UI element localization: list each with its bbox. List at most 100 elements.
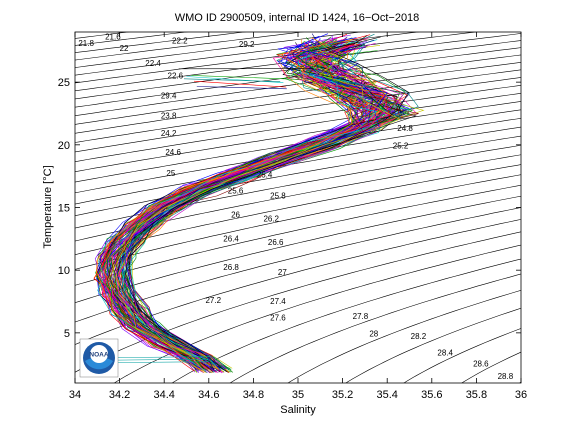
- density-contour-label: 25.2: [393, 142, 409, 151]
- ts-profile-line: [108, 50, 401, 373]
- ts-profile-line: [193, 80, 287, 88]
- density-contour-label: 27.2: [205, 296, 221, 305]
- density-contour-label: 28.4: [437, 348, 453, 357]
- ts-profile-line: [110, 35, 375, 371]
- density-contour-line: [403, 328, 521, 383]
- density-contour-label: 27.4: [270, 297, 286, 306]
- density-contour-label: 22: [120, 44, 129, 53]
- ts-profile-line: [183, 78, 281, 82]
- density-contour-label: 26.8: [223, 263, 239, 272]
- density-contour-label: 27: [278, 268, 287, 277]
- density-contour-label: 26.4: [223, 234, 239, 243]
- x-tick-label: 34.8: [243, 389, 264, 401]
- density-contour-label: 25.8: [270, 192, 286, 201]
- ts-profile-line: [106, 36, 385, 371]
- x-tick-label: 35: [292, 389, 304, 401]
- density-contour-line: [75, 219, 521, 345]
- y-tick-label: 10: [58, 265, 70, 277]
- density-contour-label: 22.6: [168, 71, 184, 80]
- density-contour-label: 25: [166, 169, 175, 178]
- ts-profile-line: [186, 76, 284, 83]
- density-contour-line: [75, 32, 363, 68]
- density-contour-label: 24.8: [397, 124, 413, 133]
- density-contour-labels: 21.6 21.8 22 22.2 22.4 22.6 29.2 29.4 23.8 24.2 24…: [78, 33, 513, 382]
- density-contour-line: [75, 164, 521, 256]
- density-contour-label: 25.4: [257, 170, 273, 179]
- density-contour-line: [75, 69, 521, 134]
- density-contour-label: 27.6: [270, 313, 286, 322]
- ts-profile-line: [100, 44, 388, 373]
- ts-profile-line: [116, 41, 373, 370]
- y-tick-label: 5: [64, 328, 70, 340]
- density-contour-line: [75, 135, 521, 217]
- x-tick-label: 34: [69, 389, 81, 401]
- density-contour-label: 21.6: [105, 33, 121, 42]
- ts-profile-line: [196, 86, 287, 90]
- density-contour-label: 26.2: [263, 214, 279, 223]
- y-tick-label: 25: [58, 77, 70, 89]
- ts-profile-line: [121, 45, 402, 371]
- chart-title: WMO ID 2900509, internal ID 1424, 16−Oct…: [175, 12, 420, 24]
- density-contour-line: [75, 32, 247, 53]
- density-contour-label: 28.2: [411, 332, 427, 341]
- density-contour-line: [75, 154, 521, 242]
- density-contour-line: [75, 101, 521, 173]
- y-tick-label: 20: [58, 140, 70, 152]
- ts-profile-line: [98, 46, 391, 372]
- ts-profile-line: [115, 41, 388, 372]
- density-contour-line: [345, 307, 521, 383]
- density-contour-line: [461, 351, 521, 383]
- density-contour-line: [75, 92, 521, 162]
- density-contour-line: [287, 289, 521, 383]
- x-tick-label: 34.4: [153, 389, 174, 401]
- density-contour-line: [75, 126, 521, 205]
- noaa-logo-text: NOAA: [89, 352, 108, 359]
- ts-profile-line: [191, 75, 300, 80]
- x-tick-label: 35.2: [332, 389, 353, 401]
- ts-profile-line: [97, 46, 378, 372]
- x-tick-label: 35.6: [421, 389, 442, 401]
- density-contour-label: 28: [369, 330, 378, 339]
- x-axis-ticks: 34 34.2 34.4 34.6 34.8 35 35.2 35.4 35.6 35.8 36: [69, 32, 527, 401]
- density-contour-label: 29.4: [161, 91, 177, 100]
- density-contour-label: 24.2: [161, 129, 177, 138]
- ts-profile-line: [96, 46, 358, 371]
- x-tick-label: 34.6: [198, 389, 219, 401]
- x-tick-label: 35.8: [466, 389, 487, 401]
- density-contour-label: 21.8: [78, 39, 94, 48]
- density-contour-line: [75, 174, 521, 270]
- y-axis-ticks: 5 10 15 20 25: [58, 77, 521, 340]
- temperature-salinity-profiles: [86, 33, 425, 374]
- ts-profile-line: [125, 36, 409, 372]
- density-contour-line: [75, 144, 521, 229]
- density-contour-label: 24.6: [165, 148, 181, 157]
- density-contour-line: [75, 62, 521, 125]
- density-contour-line: [229, 273, 521, 383]
- density-contour-label: 26.6: [268, 238, 284, 247]
- density-contour-label: 22.2: [172, 36, 188, 45]
- ts-profile-line: [120, 44, 389, 370]
- x-tick-label: 36: [515, 389, 527, 401]
- density-contour-line: [75, 195, 521, 303]
- density-contour-line: [75, 77, 521, 143]
- density-contour-label: 26: [231, 211, 240, 220]
- x-tick-label: 35.4: [376, 389, 397, 401]
- y-axis-label: Temperature [°C]: [42, 165, 54, 248]
- x-axis-label: Salinity: [280, 404, 316, 416]
- y-tick-label: 15: [58, 203, 70, 215]
- density-contour-label: 28.8: [498, 372, 514, 381]
- density-contour-line: [75, 207, 521, 323]
- density-contour-line: [75, 84, 521, 153]
- density-contour-line: [113, 244, 521, 383]
- density-contour-label: 22.4: [145, 59, 161, 68]
- ts-profile-line: [117, 37, 404, 374]
- x-tick-label: 34.2: [109, 389, 130, 401]
- ts-profile-line: [99, 45, 387, 373]
- ts-profile-line: [96, 40, 352, 374]
- density-contour-label: 28.6: [473, 360, 489, 369]
- density-contour-label: 25.6: [228, 187, 244, 196]
- density-contour-label: 29.2: [239, 40, 255, 49]
- density-contour-label: 27.8: [353, 312, 369, 321]
- density-contour-line: [75, 184, 521, 286]
